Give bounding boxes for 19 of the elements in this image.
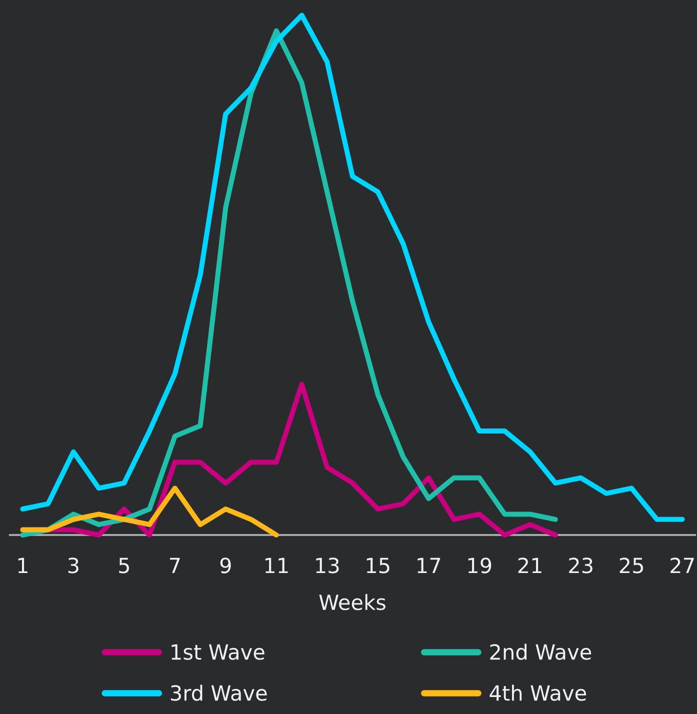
legend-label: 3rd Wave: [170, 684, 267, 701]
x-tick-label: 9: [220, 558, 231, 574]
x-tick-label: 13: [316, 558, 339, 574]
x-axis-title: Weeks: [319, 594, 386, 610]
x-tick-label: 1: [18, 558, 28, 574]
x-tick-label: 7: [170, 558, 180, 574]
legend-label: 2nd Wave: [490, 644, 592, 660]
x-tick-label: 3: [68, 558, 78, 574]
x-tick-label: 25: [620, 558, 644, 574]
x-tick-label: 27: [670, 558, 694, 574]
legend-label: 4th Wave: [490, 684, 586, 701]
x-tick-label: 15: [366, 558, 390, 574]
x-tick-label: 23: [569, 558, 592, 574]
legend-label: 1st Wave: [172, 644, 264, 660]
x-tick-label: 21: [518, 558, 542, 574]
x-tick-label: 19: [468, 558, 492, 574]
x-tick-label: 11: [265, 558, 288, 574]
x-tick-label: 5: [119, 558, 129, 574]
x-tick-label: 17: [418, 558, 440, 574]
